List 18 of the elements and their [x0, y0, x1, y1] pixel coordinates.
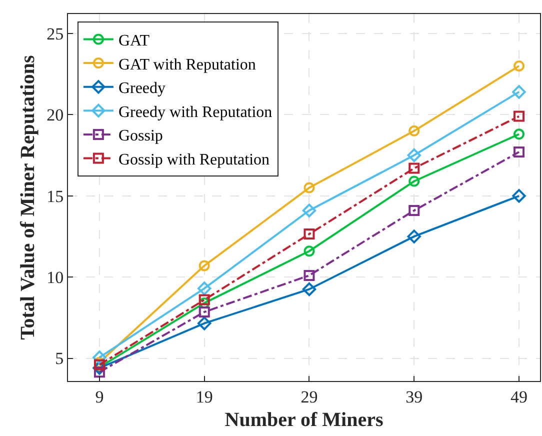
legend-label: Greedy	[118, 80, 166, 98]
y-tick-label: 20	[46, 106, 64, 125]
y-tick-label: 10	[46, 268, 64, 288]
y-tick-label: 15	[46, 186, 64, 206]
x-axis-title: Number of Miners	[224, 408, 384, 431]
x-tick-label: 9	[95, 387, 104, 406]
y-tick-label: 25	[46, 24, 64, 44]
x-tick-label: 19	[196, 387, 213, 406]
x-tick-label: 29	[300, 387, 318, 406]
x-tick-label: 49	[510, 387, 528, 406]
legend-label: Gossip	[118, 128, 163, 145]
y-tick-label: 5	[55, 349, 64, 368]
y-axis-title: Total Value of Miner Reputations	[17, 55, 40, 340]
legend-label: Gossip with Reputation	[118, 151, 270, 168]
legend-label: GAT	[118, 32, 150, 50]
x-tick-label: 39	[406, 387, 423, 406]
legend-label: GAT with Reputation	[118, 56, 256, 74]
legend-label: Greedy with Reputation	[118, 104, 272, 121]
